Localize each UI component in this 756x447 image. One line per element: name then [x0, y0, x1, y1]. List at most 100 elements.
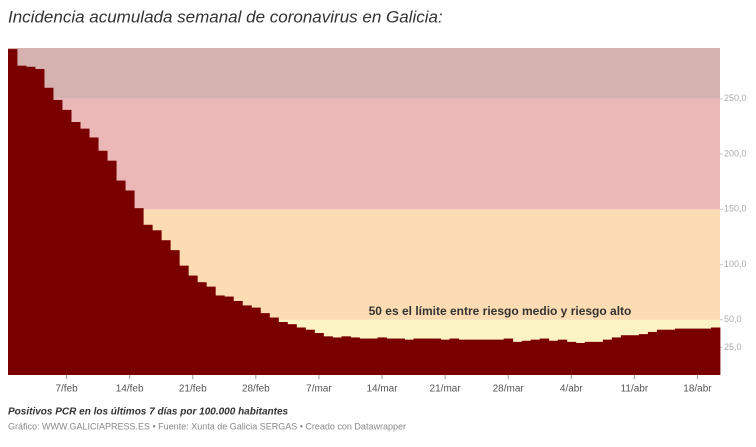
annotation: 50 es el límite entre riesgo medio y rie…	[369, 304, 632, 318]
bar	[8, 49, 18, 375]
bar	[557, 339, 568, 375]
bar	[377, 337, 387, 375]
bar	[305, 329, 315, 375]
x-tick-label: 11/abr	[621, 384, 649, 395]
bar	[566, 341, 577, 375]
bar	[692, 328, 703, 375]
bar	[512, 341, 523, 375]
bar	[17, 65, 27, 376]
bar	[422, 338, 432, 375]
bar	[530, 339, 541, 375]
bar	[314, 333, 324, 375]
bar	[539, 338, 550, 375]
y-tick-label: 200,0	[724, 148, 747, 158]
bar	[125, 190, 135, 375]
bar	[323, 336, 333, 375]
x-tick-label: 14/mar	[366, 384, 398, 395]
x-tick-label: 4/abr	[560, 384, 583, 395]
bar	[62, 109, 72, 375]
bar	[179, 265, 189, 375]
bar	[260, 313, 270, 375]
chart-title: Incidencia acumulada semanal de coronavi…	[8, 7, 443, 26]
bar	[143, 224, 153, 375]
bar	[71, 122, 81, 375]
bar	[332, 337, 342, 375]
bar	[269, 317, 279, 375]
bar	[710, 327, 721, 375]
bar	[350, 337, 360, 375]
bar	[386, 338, 396, 375]
bar	[674, 328, 685, 375]
bar	[242, 305, 252, 375]
bar	[629, 335, 640, 375]
y-tick-label: 150,0	[724, 204, 747, 214]
x-tick-label: 28/feb	[242, 384, 270, 395]
bar	[251, 307, 261, 375]
bar	[503, 338, 514, 375]
bar	[170, 250, 180, 375]
bar	[152, 230, 162, 375]
chart-note: Positivos PCR en los últimos 7 días por …	[8, 407, 289, 418]
bar	[467, 339, 478, 375]
x-tick-label: 21/mar	[430, 384, 462, 395]
bar	[476, 339, 487, 375]
bar	[620, 335, 631, 375]
x-tick-label: 14/feb	[116, 384, 144, 395]
bar	[521, 340, 532, 375]
bar	[134, 208, 144, 375]
bar	[359, 338, 369, 375]
bar	[296, 327, 306, 375]
bar	[26, 66, 36, 376]
bar	[647, 331, 658, 375]
bar	[494, 339, 505, 375]
bar	[440, 339, 451, 375]
bar	[584, 341, 595, 375]
y-tick-label: 50,0	[724, 314, 742, 324]
bar	[413, 338, 423, 375]
bar	[107, 160, 117, 375]
risk-band	[8, 48, 720, 99]
x-tick-label: 18/abr	[683, 384, 712, 395]
y-tick-label: 250,0	[724, 93, 747, 103]
bar	[35, 68, 45, 375]
bar	[233, 300, 243, 375]
bar	[593, 341, 604, 375]
bar	[638, 334, 649, 375]
x-tick-label: 7/mar	[306, 384, 332, 395]
y-tick-label: 25,0	[724, 342, 742, 352]
y-tick-label: 100,0	[724, 259, 747, 269]
bar	[449, 338, 460, 375]
bar	[683, 328, 694, 375]
bar	[116, 180, 126, 375]
bar	[368, 338, 378, 375]
x-tick-label: 7/feb	[55, 384, 78, 395]
bar	[287, 324, 297, 375]
bar	[44, 87, 54, 376]
bar	[197, 282, 207, 375]
x-tick-label: 21/feb	[179, 384, 207, 395]
chart-source: Gráfico: WWW.GALICIAPRESS.ES • Fuente: X…	[8, 421, 406, 431]
bar	[98, 150, 108, 375]
bar	[188, 275, 198, 375]
bar	[404, 339, 414, 375]
bar	[215, 295, 225, 375]
bar	[701, 328, 712, 375]
bar	[458, 339, 469, 375]
bar	[161, 240, 171, 375]
bar	[602, 339, 613, 375]
bar	[80, 128, 90, 375]
bar	[575, 342, 586, 375]
bar	[431, 338, 442, 375]
bar	[53, 99, 63, 375]
bar	[548, 340, 559, 375]
bar	[206, 286, 216, 375]
bar	[278, 321, 288, 375]
x-tick-label: 28/mar	[493, 384, 525, 395]
bar	[485, 339, 496, 375]
bar	[665, 329, 676, 375]
bar	[395, 338, 405, 375]
bar	[656, 329, 667, 375]
bar	[89, 137, 99, 375]
bar	[611, 337, 622, 375]
